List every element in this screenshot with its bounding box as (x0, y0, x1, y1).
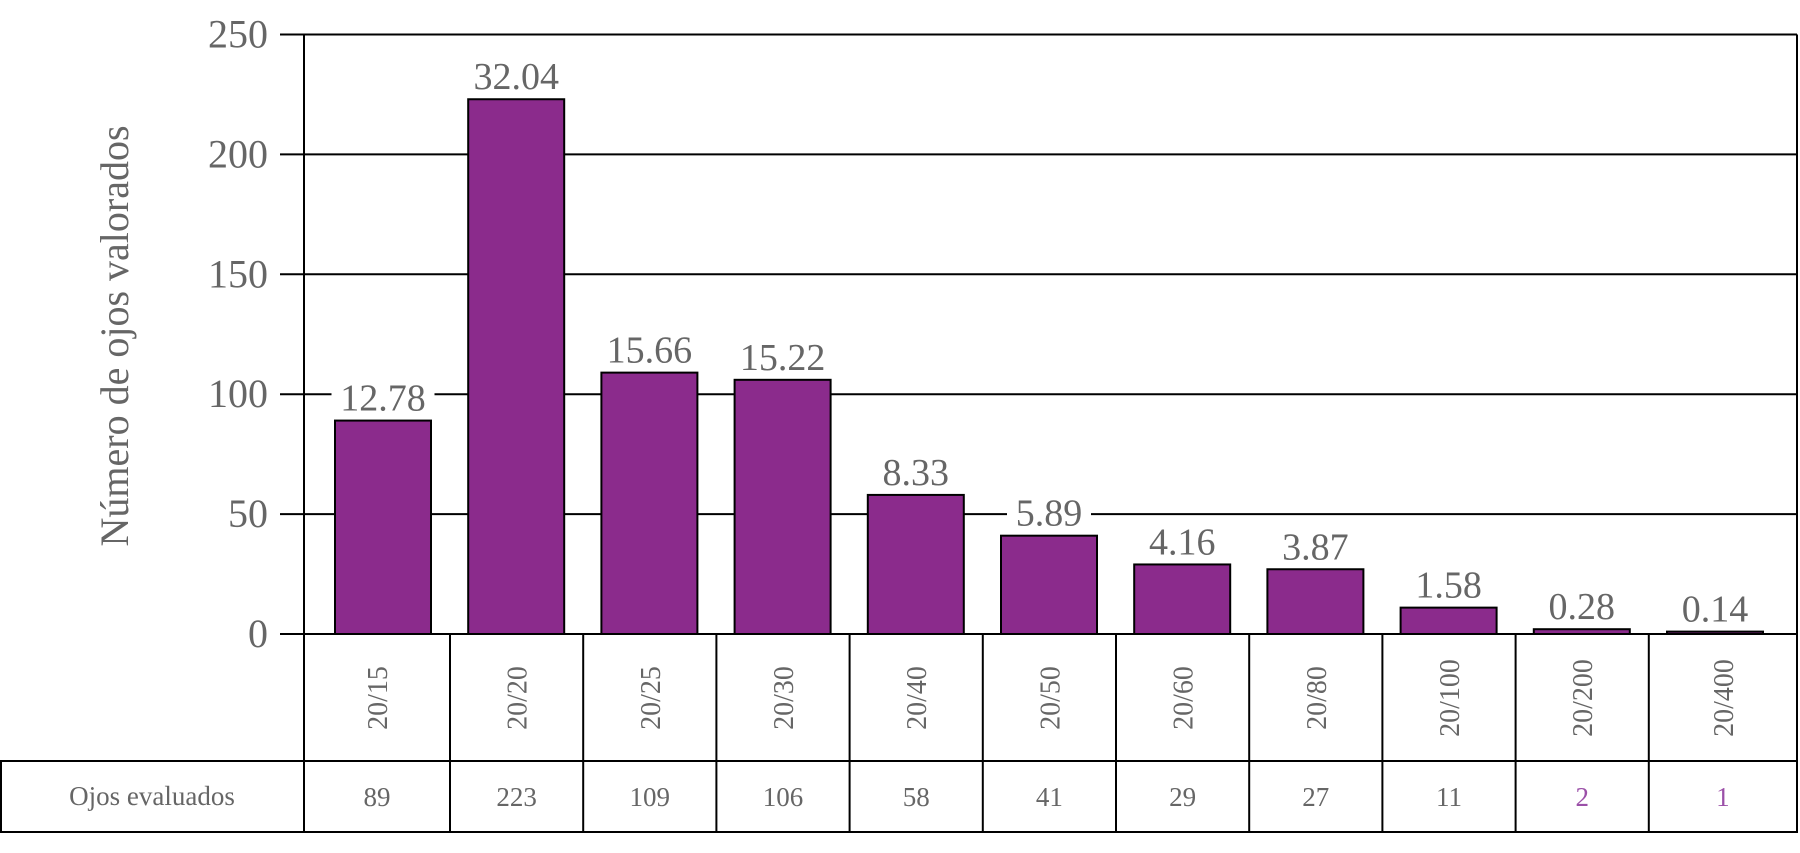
table-cell-value: 109 (630, 782, 671, 812)
table-cell-value: 58 (903, 782, 930, 812)
bar (467, 98, 566, 636)
y-tick-label: 50 (228, 491, 268, 536)
bar (1399, 606, 1498, 636)
table-cell-value: 2 (1575, 782, 1589, 812)
table-cell-value: 106 (763, 782, 804, 812)
category-label: 20/400 (1709, 659, 1740, 737)
y-axis-label: Número de ojos valorados (92, 125, 137, 546)
category-label: 20/60 (1169, 666, 1200, 730)
category-label: 20/100 (1435, 659, 1466, 737)
category-label: 20/40 (902, 666, 933, 730)
category-label: 20/200 (1568, 659, 1599, 737)
bar (1000, 534, 1098, 636)
table-cell-value: 1 (1716, 782, 1730, 812)
data-labels: 12.78 32.04 15.66 15.22 8.33 5.89 4.16 3.87 1.58… (331, 55, 1757, 631)
data-label-background (1406, 563, 1491, 602)
data-label: 3.87 (1282, 526, 1349, 568)
data-label-background (1539, 585, 1624, 624)
data-label-background (1273, 525, 1358, 564)
bar (334, 419, 432, 635)
data-label: 4.16 (1149, 521, 1216, 563)
data-label-background (597, 328, 701, 367)
y-tick-label: 0 (248, 611, 268, 656)
data-label: 0.14 (1682, 589, 1749, 631)
table-cell-value: 89 (364, 782, 391, 812)
category-label: 20/80 (1302, 666, 1333, 730)
table-row-label: Ojos evaluados (69, 781, 235, 811)
y-tick-label: 250 (208, 12, 268, 57)
y-tick-labels: 0 50 100 150 200 250 (208, 12, 268, 657)
data-label-background (1673, 587, 1757, 626)
bar (1266, 568, 1365, 636)
data-label: 32.04 (473, 56, 559, 98)
data-label: 8.33 (883, 452, 950, 494)
data-label-background (1007, 491, 1091, 530)
table-cell-value: 223 (496, 782, 537, 812)
bars (334, 98, 1764, 636)
category-label: 20/25 (636, 666, 667, 730)
bar (1133, 563, 1232, 636)
data-label: 0.28 (1549, 586, 1616, 628)
table-cell-value: 29 (1169, 782, 1196, 812)
data-label-background (731, 335, 835, 374)
data-label: 1.58 (1415, 565, 1482, 607)
data-label-background (1140, 520, 1225, 559)
category-label: 20/30 (769, 666, 800, 730)
data-label: 15.22 (740, 337, 826, 379)
y-tick-label: 200 (208, 131, 268, 176)
data-label-background (331, 376, 435, 415)
bar (866, 493, 965, 635)
data-label: 15.66 (607, 330, 693, 372)
data-label-background (464, 55, 568, 94)
data-table: Ojos evaluados 20/15 89 20/20 223 20/25 109 20/… (0, 633, 1798, 833)
category-label: 20/50 (1035, 666, 1066, 730)
data-label: 12.78 (340, 378, 426, 420)
data-label-background (873, 450, 958, 489)
table-cell-value: 11 (1436, 782, 1462, 812)
y-tick-label: 150 (208, 251, 268, 296)
table-cell-value: 41 (1036, 782, 1063, 812)
bar (600, 371, 699, 635)
table-row-border (0, 760, 1798, 833)
category-label: 20/20 (503, 666, 534, 730)
bar (733, 378, 832, 636)
data-label: 5.89 (1016, 493, 1083, 535)
category-label: 20/15 (363, 666, 394, 730)
table-cell-value: 27 (1302, 782, 1329, 812)
y-tick-label: 100 (208, 371, 268, 416)
